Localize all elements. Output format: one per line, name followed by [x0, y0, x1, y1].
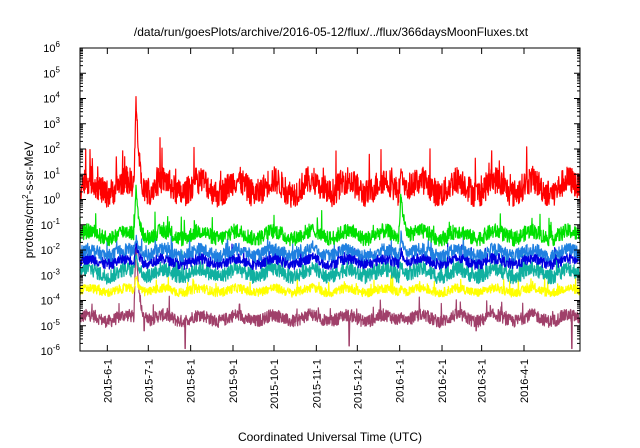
series-line	[79, 274, 581, 298]
plot-frame	[79, 47, 581, 352]
series-line	[79, 241, 581, 270]
series-line	[79, 248, 581, 285]
x-tick-label: 2015-9-1	[228, 359, 240, 403]
x-tick-label: 2015-11-1	[311, 359, 323, 408]
y-tick-label: 104	[43, 91, 60, 106]
series-layer	[79, 95, 581, 350]
y-tick-label: 10-3	[41, 267, 61, 282]
x-tick-label: 2016-4-1	[519, 359, 531, 403]
y-tick-label: 10-6	[41, 343, 61, 358]
y-tick-label: 100	[43, 192, 60, 207]
chart-title: /data/run/goesPlots/archive/2016-05-12/f…	[134, 25, 529, 39]
series-line	[79, 184, 581, 247]
x-tick-label: 2016-1-1	[395, 359, 407, 403]
series-line	[79, 240, 581, 350]
y-tick-label: 102	[43, 141, 60, 156]
series-line	[79, 230, 581, 263]
x-tick-label: 2016-2-1	[437, 359, 449, 403]
x-tick-label: 2015-10-1	[269, 359, 281, 409]
x-tick-label: 2015-6-1	[102, 359, 114, 403]
y-tick-label: 106	[43, 40, 60, 55]
x-axis-label: Coordinated Universal Time (UTC)	[238, 430, 422, 444]
y-tick-label: 10-5	[41, 318, 61, 333]
y-tick-label: 10-1	[41, 217, 61, 232]
x-tick-label: 2015-8-1	[186, 359, 198, 403]
y-tick-label: 10-4	[41, 293, 61, 308]
series-line	[79, 95, 581, 208]
x-tick-label: 2016-3-1	[477, 359, 489, 403]
y-tick-label: 101	[43, 166, 60, 181]
x-tick-label: 2015-12-1	[352, 359, 364, 409]
y-tick-label: 105	[43, 65, 60, 80]
y-tick-label: 10-2	[41, 242, 61, 257]
x-axis: 2015-6-1 2015-7-1 2015-8-1 2015-9-1 2015-10-…	[102, 48, 531, 409]
y-axis: 10-6 10-5 10-4 10-3 10-2 10-1 100 101 102 103 104 1…	[41, 40, 580, 358]
y-tick-label: 103	[43, 116, 60, 131]
y-axis-label: protons/cm2-s-sr-MeV	[21, 142, 36, 258]
x-tick-label: 2015-7-1	[143, 359, 155, 403]
